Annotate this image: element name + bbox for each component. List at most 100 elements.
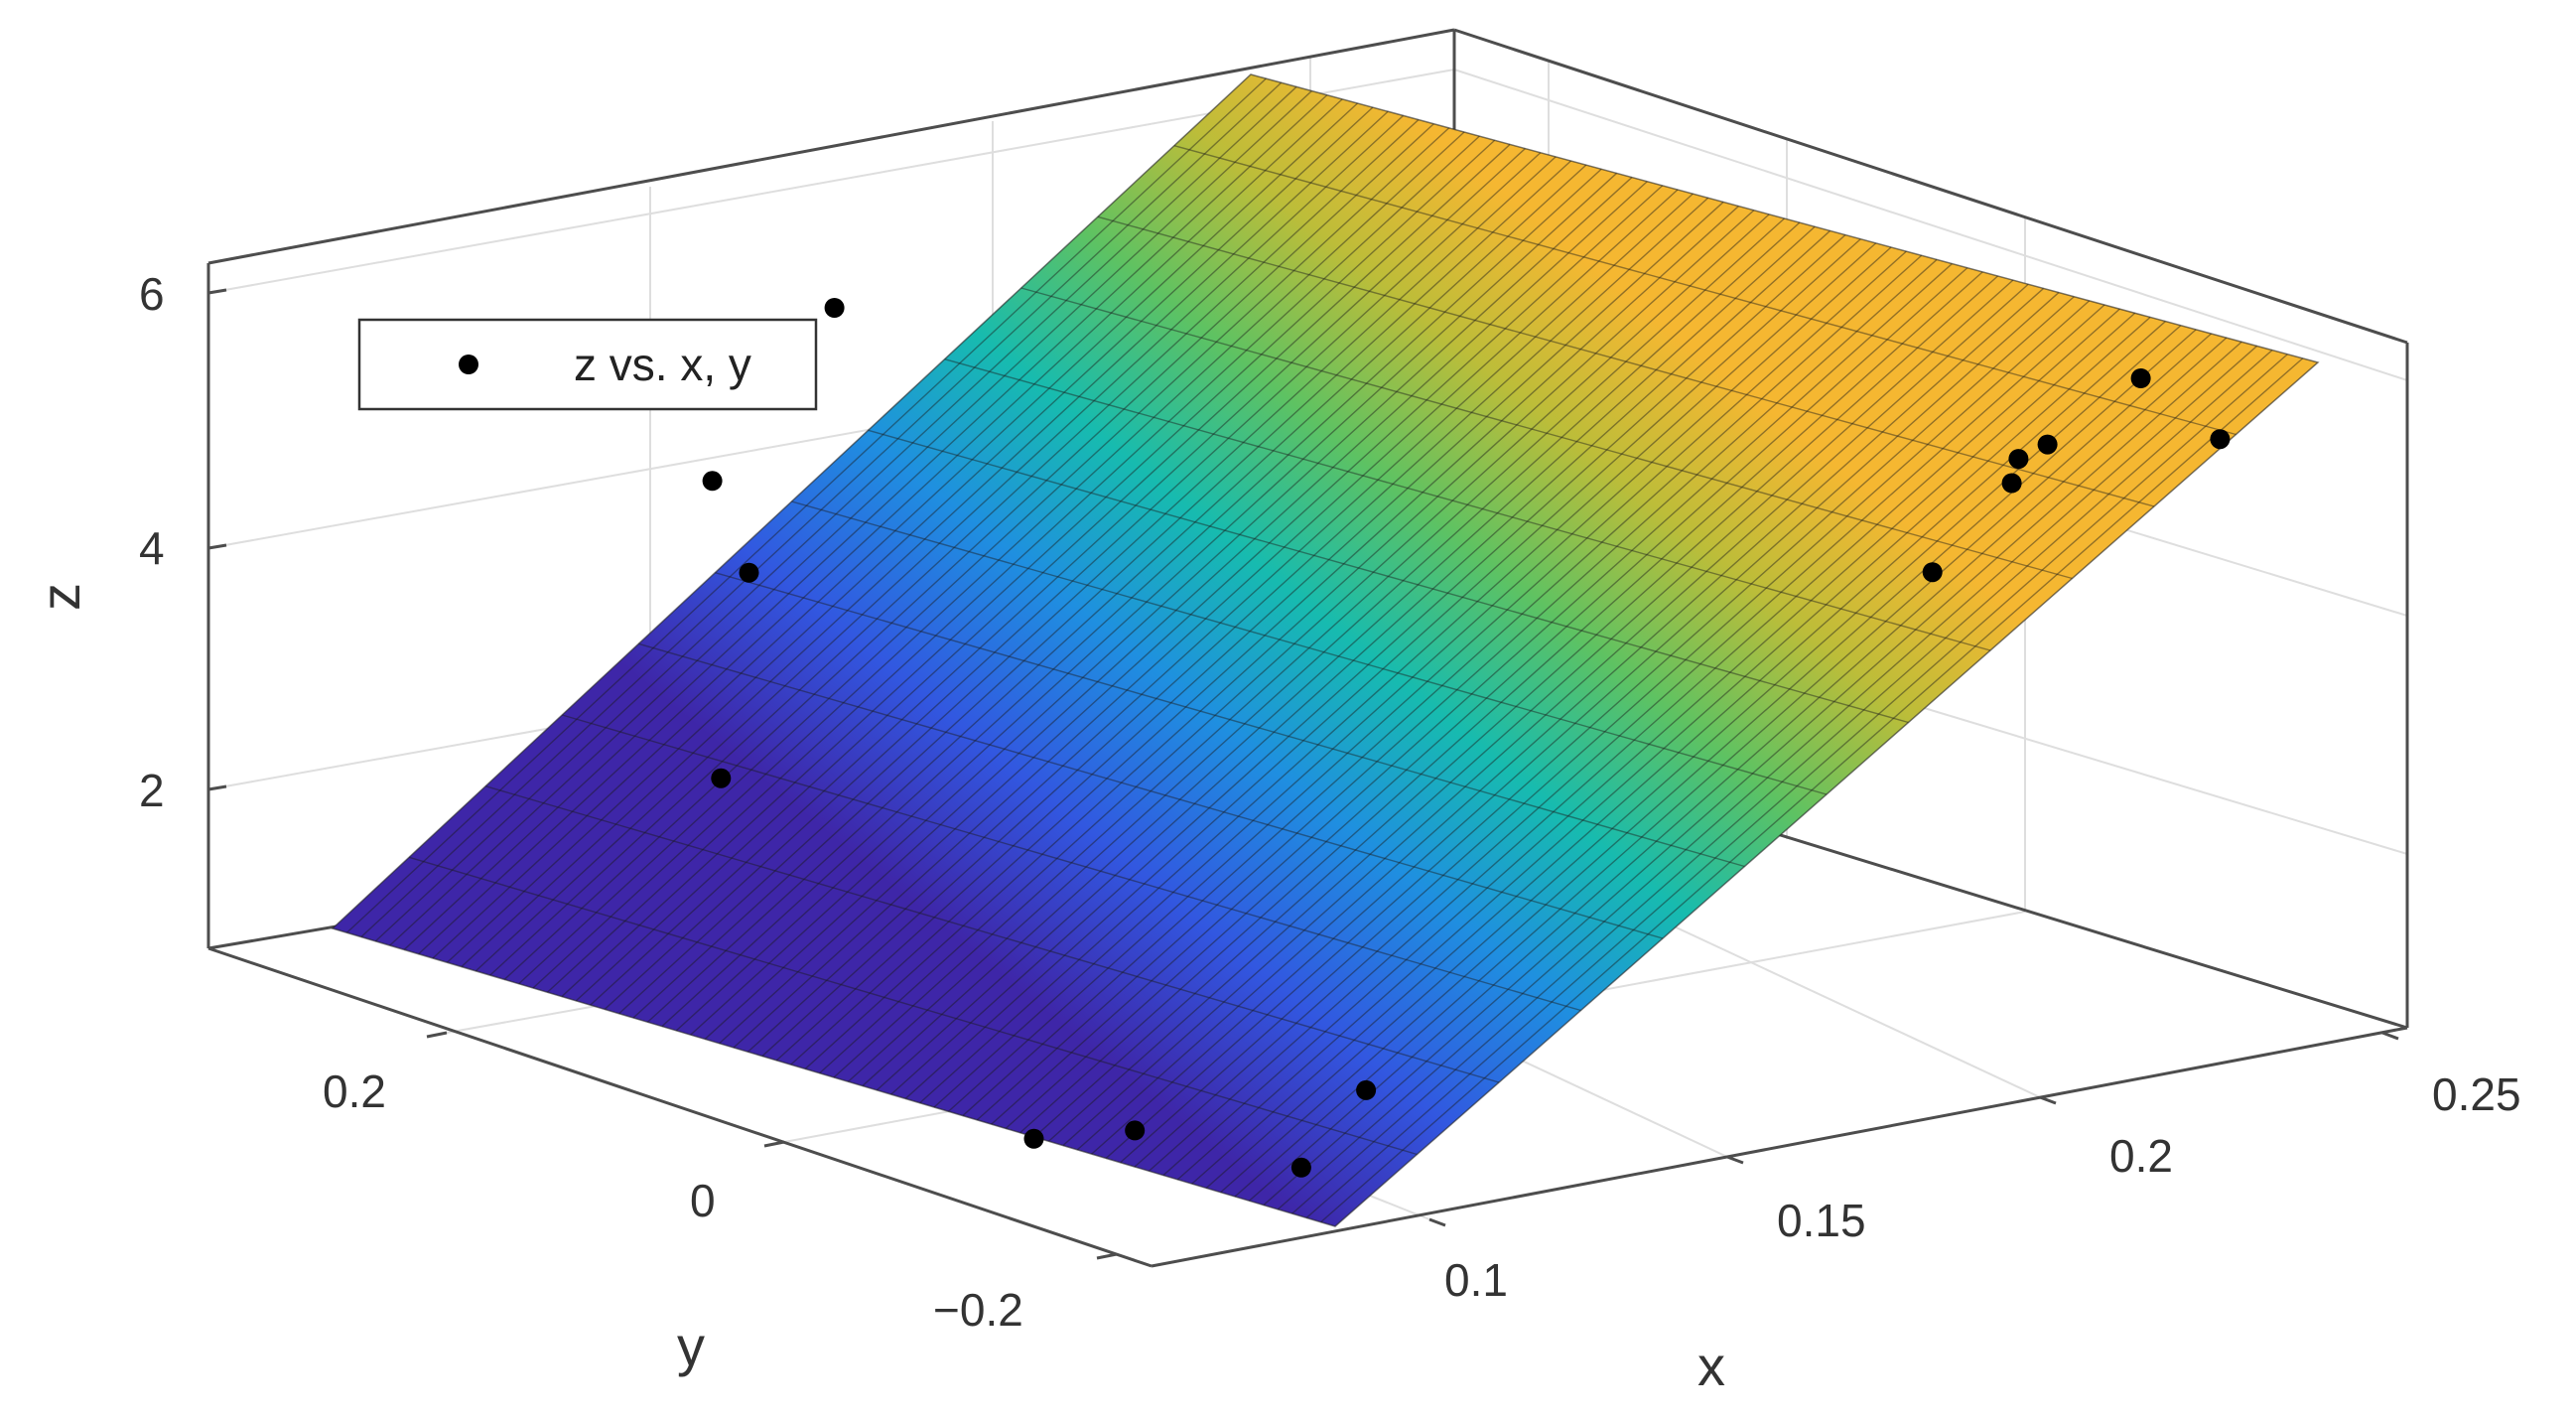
- surface-mesh-line: [746, 193, 1694, 1053]
- surface-mesh-line: [976, 258, 1938, 1121]
- data-point-5: [702, 471, 723, 492]
- surface-mesh-line: [503, 123, 1434, 980]
- data-points: [702, 298, 2231, 1178]
- surface-mesh-line: [1263, 341, 2242, 1207]
- z-tick-marks: [207, 288, 227, 791]
- data-point-6: [739, 562, 759, 583]
- surface-mesh-line: [1019, 271, 1983, 1134]
- x-axis-label: x: [1697, 1335, 1725, 1397]
- surface-mesh-line: [919, 242, 1877, 1104]
- surface-mesh-line: [1176, 316, 2151, 1181]
- box-edge-left-top: [207, 28, 1455, 265]
- surface-mesh-line: [432, 102, 1358, 959]
- data-point-4: [711, 768, 732, 788]
- surface-mesh-line: [532, 131, 1465, 989]
- surface-mesh-line: [661, 168, 1602, 1028]
- fitted-surface: [331, 73, 2320, 1227]
- surface-mesh-line: [1033, 275, 1998, 1138]
- surface-mesh-line: [1076, 287, 2045, 1151]
- surface-mesh-line: [933, 246, 1892, 1108]
- y-axis-label: y: [677, 1315, 705, 1377]
- surface-mesh-line: [675, 172, 1618, 1032]
- surface-fill: [331, 73, 2320, 1227]
- surface-mesh-line: [847, 221, 1801, 1082]
- x-tick-mark-015: [1726, 1155, 1744, 1165]
- surface-mesh-line: [1120, 300, 2091, 1164]
- data-point-11: [2037, 434, 2058, 455]
- surface-mesh-line: [804, 210, 1755, 1069]
- surface-mesh-line: [590, 148, 1526, 1006]
- surface-mesh-line: [1020, 287, 2073, 580]
- surface-mesh-line: [475, 114, 1405, 972]
- legend-marker: [459, 355, 478, 374]
- surface-mesh-line: [446, 106, 1374, 963]
- surface-mesh-line: [518, 127, 1450, 985]
- surface-mesh-line: [1091, 292, 2060, 1155]
- data-point-12: [2210, 429, 2231, 450]
- x-tick-mark-025: [2381, 1031, 2399, 1041]
- data-point-0: [1125, 1120, 1146, 1141]
- surface-mesh-line: [618, 156, 1557, 1015]
- legend-box: [357, 318, 818, 411]
- z-tick-label-6: 6: [139, 268, 165, 320]
- surface-mesh-line: [374, 85, 1297, 942]
- y-tick-marks: [426, 1031, 1118, 1260]
- surface-mesh-line: [690, 177, 1633, 1036]
- data-point-2: [1023, 1128, 1044, 1149]
- surface-mesh-line: [862, 225, 1816, 1087]
- surface-mesh-line: [1248, 337, 2228, 1202]
- surface-mesh-line: [408, 856, 1418, 1156]
- surface-mesh-line: [890, 234, 1846, 1095]
- surface-mesh-line: [1162, 312, 2136, 1177]
- data-point-3: [1356, 1079, 1377, 1100]
- y-axis-line: [207, 946, 1152, 1268]
- surface-mesh-line: [761, 197, 1709, 1058]
- surface-mesh-line: [1005, 267, 1968, 1129]
- data-point-9: [2001, 473, 2022, 494]
- surface-mesh-line: [632, 160, 1571, 1019]
- surface-mesh-line: [991, 263, 1953, 1125]
- surface-mesh-line: [1234, 333, 2212, 1198]
- x-axis-line: [1151, 1026, 2408, 1268]
- data-point-8: [1922, 562, 1943, 583]
- data-point-13: [2130, 368, 2151, 388]
- x-tick-mark-01: [1428, 1217, 1446, 1227]
- x-tick-label-015: 0.15: [1777, 1195, 1866, 1246]
- z-tick-mark-2: [207, 784, 227, 791]
- surface-mesh-line: [461, 110, 1389, 968]
- y-tick-mark-0: [763, 1140, 785, 1148]
- surface-mesh-line: [791, 500, 1828, 795]
- surface-mesh-line: [484, 784, 1500, 1083]
- surface-mesh-line: [876, 229, 1831, 1091]
- surface-mesh-line: [904, 238, 1861, 1099]
- z-tick-label-2: 2: [139, 765, 165, 816]
- surface-mesh-line: [345, 77, 1267, 933]
- surface-mesh-line: [1305, 354, 2288, 1218]
- surface-mesh-line: [790, 206, 1739, 1066]
- surface-mesh-line: [546, 135, 1480, 993]
- surface-mesh-line: [944, 357, 1991, 651]
- surface-mesh-line: [733, 189, 1679, 1049]
- y-tick-label-0: 0: [690, 1175, 716, 1226]
- surface-mesh-line: [1062, 283, 2029, 1147]
- surface-mesh-line: [389, 90, 1312, 946]
- z-tick-mark-4: [207, 543, 227, 550]
- surface-mesh-line: [1320, 357, 2304, 1223]
- legend: z vs. x, y: [357, 318, 818, 411]
- surface-mesh-line: [638, 642, 1664, 939]
- box-edge-right-top: [1453, 28, 2408, 345]
- surface-mesh-line: [403, 94, 1328, 950]
- surface-mesh-line: [1105, 296, 2075, 1159]
- surface-mesh-line: [868, 429, 1909, 724]
- surface-mesh-line: [704, 181, 1648, 1040]
- surface-mesh-line: [1291, 350, 2273, 1214]
- surface-mesh-line: [1148, 308, 2120, 1172]
- surface-mesh-line: [1097, 215, 2155, 507]
- surface-mesh-line: [561, 139, 1496, 998]
- surface-mesh-line: [360, 81, 1283, 938]
- x-tick-label-025: 0.25: [2432, 1068, 2521, 1120]
- data-point-10: [2008, 449, 2029, 470]
- surface-mesh: [345, 77, 2304, 1223]
- surface-mesh-line: [418, 98, 1343, 955]
